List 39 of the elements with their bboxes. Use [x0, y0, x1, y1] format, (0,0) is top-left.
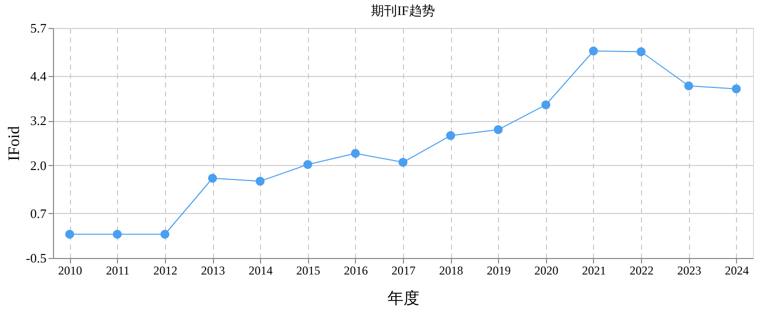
x-tick-label: 2019 [486, 264, 511, 278]
point [256, 176, 265, 186]
point [589, 46, 598, 56]
x-tick-label: 2017 [392, 264, 416, 278]
x-tick-label: 2020 [534, 264, 558, 278]
point [398, 158, 408, 167]
point [636, 47, 646, 56]
x-tick-label: 2018 [439, 264, 464, 278]
y-tick-label: 4.4 [30, 68, 47, 84]
point [541, 100, 550, 110]
point [112, 230, 122, 239]
y-tick-label: 2.0 [30, 158, 46, 173]
point [494, 125, 503, 134]
x-tick-label: 2023 [677, 264, 702, 278]
point [208, 174, 217, 183]
point [732, 84, 741, 94]
y-tick-label: 3.2 [30, 113, 46, 128]
x-tick-label: 2015 [296, 264, 320, 278]
x-tick-label: 2016 [344, 264, 368, 278]
y-tick-label: -0.5 [26, 250, 46, 266]
chart-title: 期刊IF趋势 [371, 3, 435, 18]
x-tick-label: 2011 [106, 264, 130, 278]
x-tick-label: 2024 [724, 264, 749, 278]
y-axis-title: IFoid [6, 126, 23, 161]
point [446, 131, 456, 140]
x-tick-label: 2021 [582, 264, 606, 278]
point [65, 230, 74, 239]
x-tick-label: 2022 [630, 264, 654, 278]
y-tick-label: 5.7 [30, 20, 47, 36]
point [160, 230, 170, 239]
point [303, 160, 312, 169]
x-tick-label: 2012 [153, 264, 178, 278]
x-tick-label: 2014 [248, 264, 273, 278]
point [350, 148, 360, 158]
x-tick-label: 2010 [58, 264, 82, 278]
point [684, 81, 694, 90]
x-tick-label: 2013 [201, 264, 226, 278]
y-tick-label: 0.7 [30, 206, 47, 221]
x-axis-title: 年度 [388, 290, 420, 308]
